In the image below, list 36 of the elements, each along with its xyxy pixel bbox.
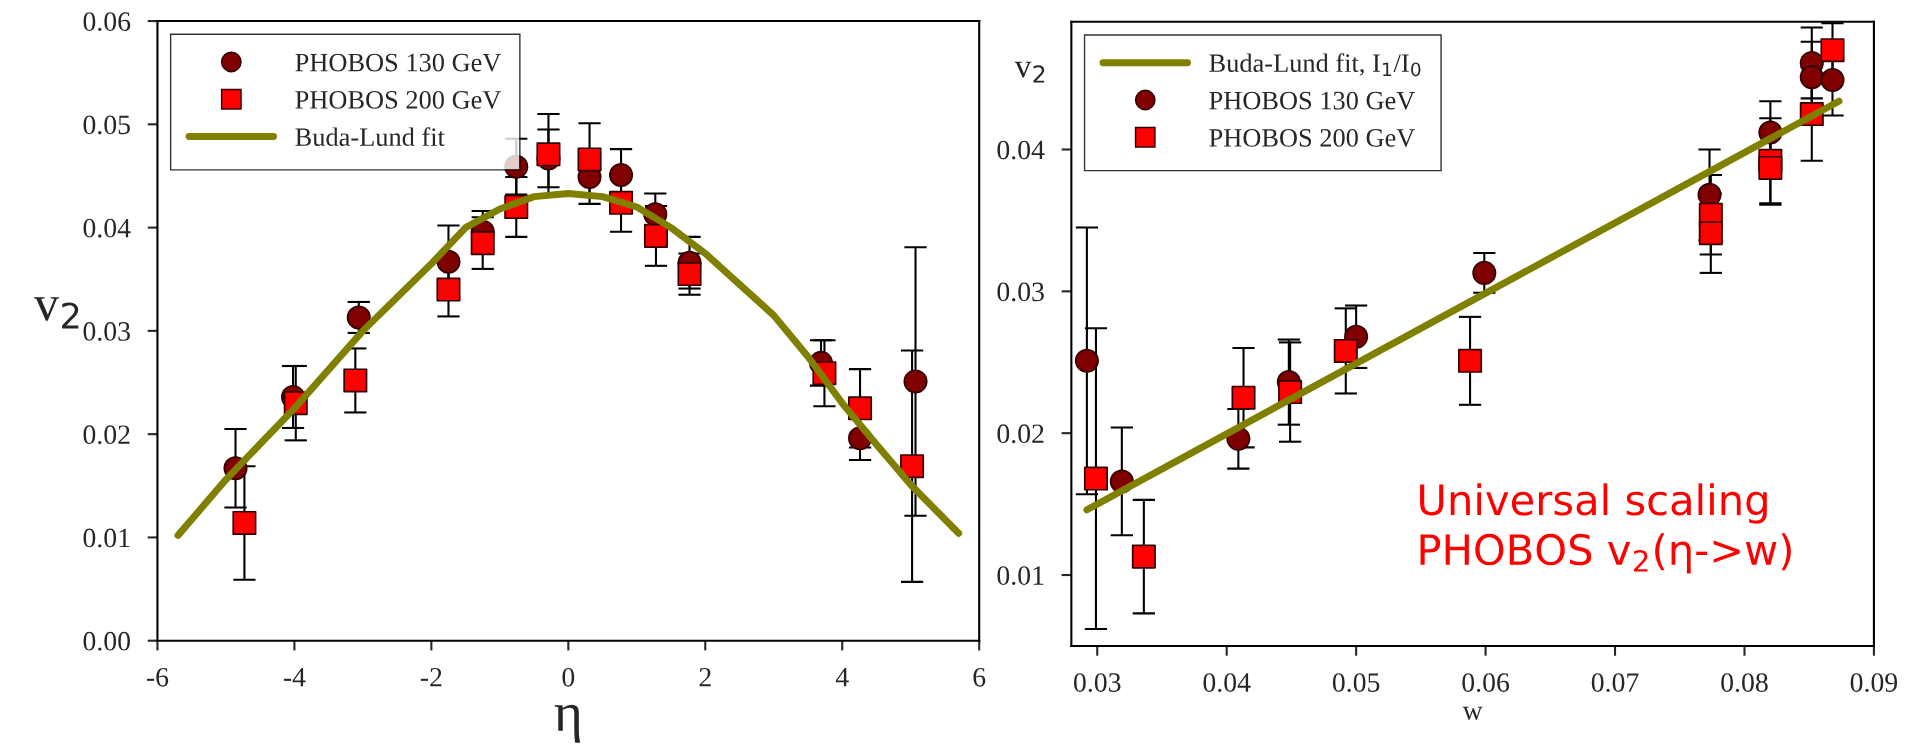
legend-label: PHOBOS 200 GeV — [1209, 128, 1416, 147]
legend-label: PHOBOS 130 GeV — [1209, 91, 1416, 110]
x-tick-label: 0.08 — [1721, 673, 1768, 693]
y-tick-label: 0.03 — [997, 282, 1044, 302]
x-tick-label: 0 — [562, 667, 575, 687]
y-tick-label: 0.06 — [83, 12, 131, 32]
y-axis-title: v$_{2}$ — [1014, 61, 1045, 83]
y-tick-label: 0.04 — [997, 140, 1045, 160]
x-tick-label: 2 — [699, 667, 711, 687]
x-tick-label: -2 — [420, 667, 442, 687]
y-tick-label: 0.01 — [83, 528, 130, 548]
y-tick-label: 0.02 — [83, 425, 130, 445]
x-tick-label: 0.03 — [1074, 673, 1121, 693]
legend-label: Buda-Lund fit, I$_{1}$/I$_{0}$ — [1209, 53, 1421, 77]
x-tick-label: 0.09 — [1850, 673, 1898, 693]
legend-label: PHOBOS 200 GeV — [295, 90, 502, 109]
y-tick-label: 0.01 — [997, 566, 1044, 586]
y-tick-label: 0.00 — [83, 631, 130, 651]
x-tick-label: 0.06 — [1462, 673, 1510, 693]
y-tick-label: 0.03 — [83, 322, 130, 341]
x-tick-label: 4 — [835, 668, 849, 687]
x-tick-label: 0.07 — [1591, 673, 1639, 693]
x-axis-title: η — [554, 704, 580, 743]
y-tick-label: 0.04 — [83, 218, 131, 238]
x-tick-label: 6 — [973, 667, 986, 687]
y-tick-label: 0.05 — [83, 115, 130, 135]
x-tick-label: -6 — [146, 667, 169, 687]
legend-label: PHOBOS 130 GeV — [295, 53, 502, 72]
y-tick-label: 0.02 — [997, 424, 1044, 444]
legend-label: Buda-Lund fit — [295, 127, 445, 147]
x-tick-label: 0.05 — [1332, 673, 1380, 693]
annotation: Universal scaling PHOBOS v$_{2}$(η->w) — [1420, 483, 1791, 574]
y-axis-title: v$_{2}$ — [34, 297, 79, 329]
x-tick-label: -4 — [283, 668, 306, 687]
x-tick-label: 0.04 — [1203, 673, 1251, 693]
x-axis-title: w — [1462, 706, 1483, 720]
